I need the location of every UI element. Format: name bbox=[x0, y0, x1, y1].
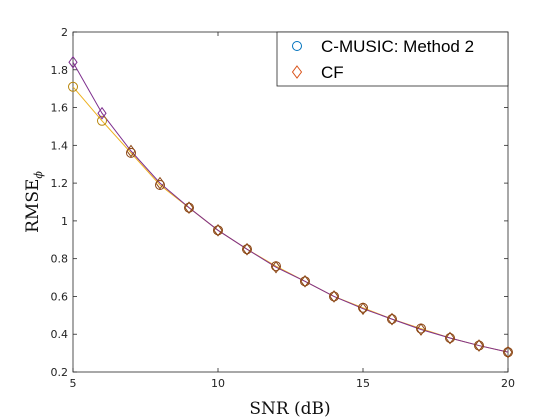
data-point-cf bbox=[387, 312, 397, 326]
x-tick-label: 20 bbox=[501, 377, 515, 390]
y-tick-label: 1.2 bbox=[51, 177, 69, 190]
data-point-cmusic bbox=[68, 81, 78, 92]
axis-ticks: 5 10 15 20 0.2 0.4 0.6 0.8 1 1.2 1.4 1.6 1.8 2 bbox=[51, 26, 516, 390]
y-axis-label-subscript: ϕ bbox=[32, 171, 45, 179]
data-point-cf bbox=[242, 242, 252, 256]
x-axis-label: SNR (dB) bbox=[249, 399, 330, 419]
y-tick-label: 1 bbox=[61, 215, 68, 228]
y-tick-label: 1.6 bbox=[51, 102, 69, 115]
x-tick-label: 15 bbox=[356, 377, 370, 390]
legend-label-cmusic: C-MUSIC: Method 2 bbox=[321, 37, 474, 56]
y-tick-label: 0.4 bbox=[51, 328, 69, 341]
y-tick-label: 0.8 bbox=[51, 253, 69, 266]
data-point-cf bbox=[68, 55, 78, 69]
y-axis-label: RMSEϕ bbox=[23, 171, 45, 233]
legend-box bbox=[276, 31, 509, 87]
legend-marker-cmusic bbox=[292, 41, 302, 51]
data-point-cf bbox=[358, 302, 368, 316]
data-point-cf bbox=[271, 260, 281, 274]
y-tick-label: 2 bbox=[61, 26, 68, 39]
data-point-cf bbox=[445, 331, 455, 345]
data-point-cf bbox=[416, 323, 426, 336]
series-line-cf bbox=[72, 61, 509, 353]
series-lines bbox=[72, 61, 509, 353]
y-tick-label: 0.6 bbox=[51, 290, 69, 303]
plot-area bbox=[72, 31, 509, 373]
data-point-cf bbox=[97, 106, 107, 120]
data-point-cf bbox=[155, 176, 165, 190]
y-axis-label-main: RMSE bbox=[23, 179, 43, 233]
data-point-cmusic bbox=[155, 180, 165, 190]
data-point-cf bbox=[300, 274, 310, 288]
svg-text:RMSEϕ: RMSEϕ bbox=[23, 171, 45, 233]
data-point-cf bbox=[213, 223, 223, 237]
y-tick-label: 0.2 bbox=[51, 366, 69, 379]
legend: C-MUSIC: Method 2 CF bbox=[276, 31, 509, 87]
legend-label-cf: CF bbox=[321, 63, 344, 82]
data-point-cf bbox=[329, 290, 339, 303]
y-tick-label: 1.8 bbox=[51, 64, 69, 77]
data-point-cf bbox=[474, 339, 484, 352]
data-point-cf bbox=[184, 201, 194, 215]
y-tick-label: 1.4 bbox=[51, 139, 69, 152]
x-tick-label: 10 bbox=[211, 377, 225, 390]
data-point-cmusic bbox=[97, 115, 107, 126]
legend-marker-cf bbox=[291, 65, 303, 79]
x-tick-label: 5 bbox=[70, 377, 77, 390]
data-point-cmusic bbox=[126, 147, 136, 158]
data-point-cf bbox=[503, 345, 513, 359]
series-markers bbox=[68, 55, 513, 359]
data-point-cf bbox=[126, 144, 136, 158]
